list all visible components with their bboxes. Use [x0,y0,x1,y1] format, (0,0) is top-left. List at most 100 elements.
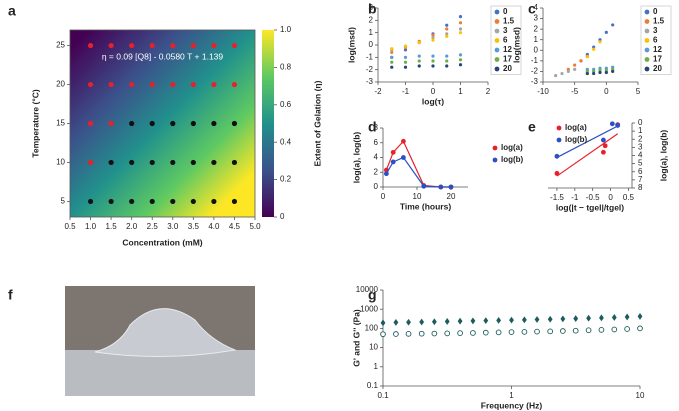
x-axis-label: Time (hours) [400,201,451,211]
point [231,81,238,88]
point [445,59,449,63]
point [554,170,560,176]
x-tick-label: -0.5 [586,193,600,202]
y-tick-label: 100 [365,324,379,333]
x-tick-label: 3.5 [188,222,200,231]
point [494,28,500,34]
point [547,315,553,323]
panel-label: a [8,3,16,19]
x-axis-label: Concentration (mM) [122,237,202,247]
point [601,137,606,143]
point [380,319,386,327]
point [470,317,476,325]
y-axis-label: log(a), log(b) [351,132,361,184]
y-tick-label: 5 [61,197,66,206]
point [170,81,176,88]
point [644,9,650,15]
point [494,57,500,62]
point [87,120,94,127]
point [129,81,135,88]
point [604,70,608,75]
y-tick-label: 0 [369,40,374,49]
point [445,54,449,58]
legend-label: 12 [653,45,662,54]
point [87,81,94,88]
point [211,42,217,49]
point [401,138,406,144]
point [556,137,562,143]
y-tick-label: 1 [638,126,643,135]
point [586,314,591,322]
panel-label: f [8,287,13,303]
point [417,64,421,68]
fit-line [556,133,619,177]
x-tick-label: 1.0 [85,222,97,231]
y-tick-label: -1 [531,56,539,65]
point [573,315,579,322]
x-tick-label: 20 [447,192,456,201]
point [496,316,502,324]
point [231,159,238,166]
point [560,328,566,334]
x-tick-label: 5.0 [249,222,261,231]
point [644,57,650,62]
x-tick-label: 1.5 [106,222,118,231]
point [458,21,463,25]
colorbar [262,30,274,217]
point [419,318,425,326]
point [417,54,421,58]
legend-label: 17 [503,55,512,64]
y-tick-label: -2 [531,67,539,76]
point [445,34,449,38]
y-tick-label: -3 [366,77,374,86]
point [644,66,650,72]
x-tick-label: 10 [636,391,645,400]
colorbar-tick-label: 0 [280,212,285,221]
point [390,159,396,165]
colorbar-tick-label: 0.2 [280,175,292,184]
point [390,50,394,55]
y-tick-label: 4 [534,3,539,12]
point [149,81,155,88]
point [170,159,176,166]
point [458,53,463,57]
point [534,316,540,323]
point [585,55,589,59]
point [417,59,421,63]
y-tick-label: 1 [534,35,539,44]
legend-label: log(b) [565,135,588,144]
point [231,42,238,49]
point [444,330,451,337]
legend-label: 6 [503,36,508,45]
y-tick-label: 25 [56,41,65,50]
point [211,159,217,166]
point [108,42,114,49]
y-tick-label: 8 [638,183,643,192]
point [611,326,618,333]
x-tick-label: -1 [402,87,410,96]
point [129,42,135,49]
y-tick-label: 1000 [360,304,378,313]
point [602,143,608,149]
point [598,327,605,333]
point [231,120,238,127]
point [431,38,435,42]
colorbar-tick-label: 1.0 [280,25,292,34]
point [624,313,630,321]
point [403,48,408,52]
x-axis-label: log(τ) [422,96,444,106]
colorbar-tick-label: 0.8 [280,63,292,72]
legend-label: 20 [653,64,662,73]
y-tick-label: 10 [369,343,378,352]
point [231,198,238,205]
x-tick-label: 2.5 [147,222,159,231]
point [458,58,463,62]
point [492,145,498,151]
point [390,60,394,64]
x-tick-label: 2 [486,87,491,96]
point [611,69,615,74]
y-axis-label: G' and G'' (Pa) [351,309,361,367]
point [390,55,394,59]
x-tick-label: -5 [571,87,579,96]
